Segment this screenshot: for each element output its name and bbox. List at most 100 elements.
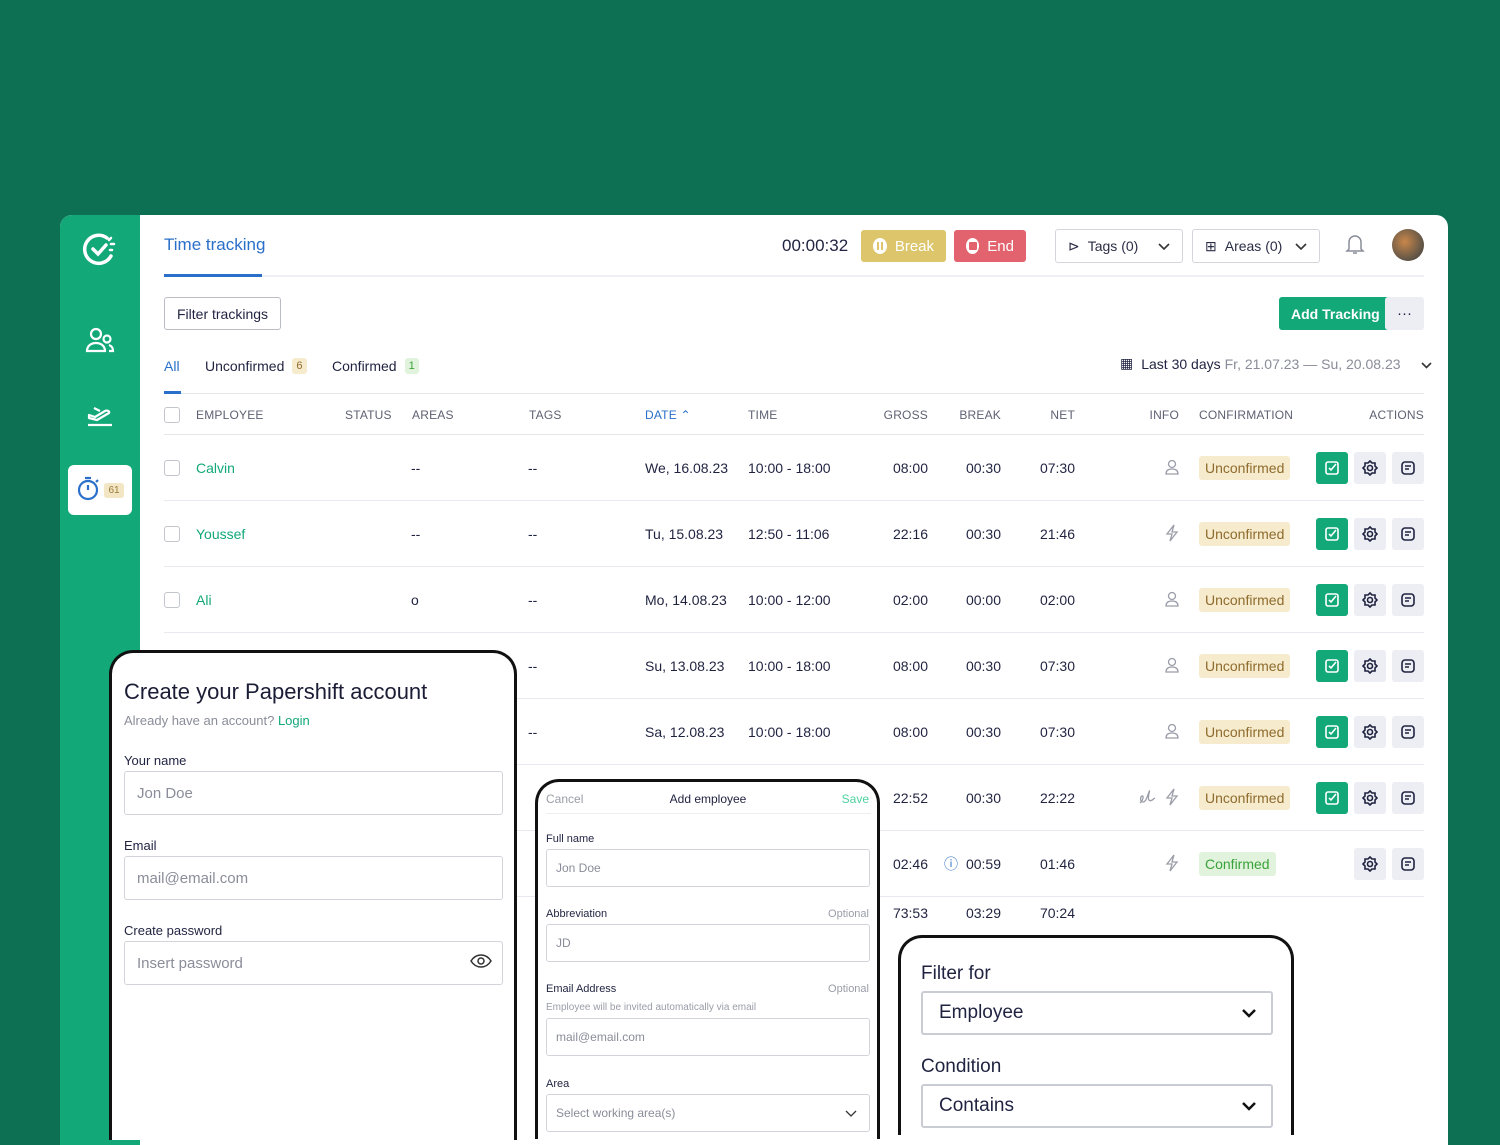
settings-gear-icon[interactable]	[1354, 518, 1386, 550]
tag-icon: ⊳	[1068, 237, 1080, 254]
confirm-button[interactable]	[1316, 716, 1348, 748]
add-tracking-button[interactable]: Add Tracking	[1279, 297, 1392, 330]
header-divider	[164, 434, 1424, 435]
name-input[interactable]: Jon Doe	[124, 771, 503, 815]
fullname-input[interactable]: Jon Doe	[546, 849, 870, 887]
table-row[interactable]: Calvin -- -- We, 16.08.23 10:00 - 18:00 08:00…	[164, 435, 1424, 501]
settings-gear-icon[interactable]	[1354, 452, 1386, 484]
row-checkbox[interactable]	[164, 460, 180, 476]
settings-gear-icon[interactable]	[1354, 650, 1386, 682]
employee-email-input[interactable]: mail@email.com	[546, 1018, 870, 1056]
select-all-checkbox[interactable]	[164, 407, 180, 423]
note-icon[interactable]	[1392, 584, 1424, 616]
table-row[interactable]: -- Su, 13.08.23 10:00 - 18:00 08:00 00:30 07:…	[164, 633, 1424, 699]
cell-employee[interactable]: Calvin	[196, 460, 235, 476]
condition-select[interactable]: Contains	[921, 1084, 1273, 1128]
areas-label: Areas (0)	[1224, 238, 1283, 254]
info-icons	[1165, 699, 1179, 765]
break-button[interactable]: Break	[861, 230, 946, 262]
email-input[interactable]: mail@email.com	[124, 856, 503, 900]
date-range-picker[interactable]: ▦ Last 30 days Fr, 21.07.23 — Su, 20.08.23	[1120, 355, 1432, 372]
confirm-button[interactable]	[1316, 782, 1348, 814]
users-icon[interactable]	[80, 320, 120, 360]
eye-icon[interactable]	[470, 954, 492, 972]
sidebar-item-time-tracking[interactable]: 61	[68, 465, 132, 515]
field-value: Employee	[939, 1002, 1024, 1023]
confirmation-badge: Confirmed	[1199, 852, 1276, 876]
login-link[interactable]: Login	[277, 713, 310, 728]
note-icon[interactable]	[1392, 452, 1424, 484]
page-title[interactable]: Time tracking	[164, 235, 266, 254]
table-row[interactable]: Youssef -- -- Tu, 15.08.23 12:50 - 11:06 22:1…	[164, 501, 1424, 567]
total-gross: 73:53	[892, 905, 928, 921]
more-options-button[interactable]: ···	[1385, 297, 1424, 330]
end-button[interactable]: End	[954, 230, 1026, 262]
column-header-employee[interactable]: EMPLOYEE	[196, 408, 264, 422]
cancel-button[interactable]: Cancel	[546, 792, 584, 806]
row-checkbox[interactable]	[164, 526, 180, 542]
password-placeholder: Insert password	[137, 954, 243, 972]
settings-gear-icon[interactable]	[1354, 782, 1386, 814]
end-label: End	[987, 237, 1014, 255]
signature-icon	[1139, 789, 1157, 808]
settings-gear-icon[interactable]	[1354, 716, 1386, 748]
vacation-plane-icon[interactable]	[80, 395, 120, 435]
column-header-net[interactable]: NET	[1050, 408, 1075, 422]
column-header-areas[interactable]: AREAS	[412, 408, 454, 422]
filter-trackings-button[interactable]: Filter trackings	[164, 297, 282, 330]
info-circle-icon[interactable]: ⓘ	[944, 856, 958, 872]
column-header-confirmation[interactable]: CONFIRMATION	[1199, 408, 1294, 422]
area-select[interactable]: Select working area(s)	[546, 1094, 870, 1132]
table-row[interactable]: Ali o -- Mo, 14.08.23 10:00 - 12:00 02:00 00:0…	[164, 567, 1424, 633]
confirm-button[interactable]	[1316, 584, 1348, 616]
cell-employee[interactable]: Youssef	[196, 526, 246, 542]
column-header-date[interactable]: DATE ⌃	[645, 408, 691, 422]
cell-areas: o	[411, 592, 419, 608]
confirm-button[interactable]	[1316, 452, 1348, 484]
cell-net: 07:30	[1039, 460, 1075, 476]
stopwatch-icon	[76, 475, 100, 506]
info-icons	[1165, 633, 1179, 699]
tab-unconfirmed[interactable]: Unconfirmed 6	[205, 358, 307, 374]
cell-time: 10:00 - 18:00	[748, 460, 831, 476]
column-header-gross[interactable]: GROSS	[883, 408, 928, 422]
note-icon[interactable]	[1392, 716, 1424, 748]
tab-all[interactable]: All	[164, 358, 180, 374]
avatar[interactable]	[1392, 229, 1424, 261]
column-header-status[interactable]: STATUS	[345, 408, 392, 422]
bell-icon[interactable]	[1345, 233, 1365, 260]
note-icon[interactable]	[1392, 848, 1424, 880]
row-checkbox[interactable]	[164, 592, 180, 608]
note-icon[interactable]	[1392, 650, 1424, 682]
confirm-button[interactable]	[1316, 650, 1348, 682]
info-icons	[1165, 435, 1179, 501]
save-button[interactable]: Save	[841, 792, 869, 806]
settings-gear-icon[interactable]	[1354, 848, 1386, 880]
column-header-time[interactable]: TIME	[748, 408, 778, 422]
password-input[interactable]: Insert password	[124, 941, 503, 985]
note-icon[interactable]	[1392, 782, 1424, 814]
cell-employee[interactable]: Ali	[196, 592, 212, 608]
logo-clock-check-icon[interactable]	[80, 229, 120, 269]
filter-field-select[interactable]: Employee	[921, 991, 1273, 1035]
tab-confirmed[interactable]: Confirmed 1	[332, 358, 419, 374]
confirmation-badge: Unconfirmed	[1199, 786, 1291, 810]
tags-dropdown[interactable]: ⊳ Tags (0)	[1055, 229, 1183, 263]
column-header-info[interactable]: INFO	[1149, 408, 1179, 422]
settings-gear-icon[interactable]	[1354, 584, 1386, 616]
cell-gross: 02:00	[892, 592, 928, 608]
signup-card: Create your Papershift account Already h…	[109, 650, 517, 1140]
count-badge: 6	[292, 358, 307, 374]
confirm-button[interactable]	[1316, 518, 1348, 550]
table-row[interactable]: -- Sa, 12.08.23 10:00 - 18:00 08:00 00:30 07:…	[164, 699, 1424, 765]
areas-dropdown[interactable]: ⊞ Areas (0)	[1192, 229, 1320, 263]
tab-label: All	[164, 358, 180, 374]
column-header-actions[interactable]: ACTIONS	[1369, 408, 1424, 422]
count-badge: 1	[404, 358, 419, 374]
column-header-break[interactable]: BREAK	[959, 408, 1001, 422]
active-tab-underline	[164, 391, 181, 394]
abbreviation-input[interactable]: JD	[546, 924, 870, 962]
column-header-tags[interactable]: TAGS	[529, 408, 562, 422]
note-icon[interactable]	[1392, 518, 1424, 550]
cell-break: 00:00	[965, 592, 1001, 608]
